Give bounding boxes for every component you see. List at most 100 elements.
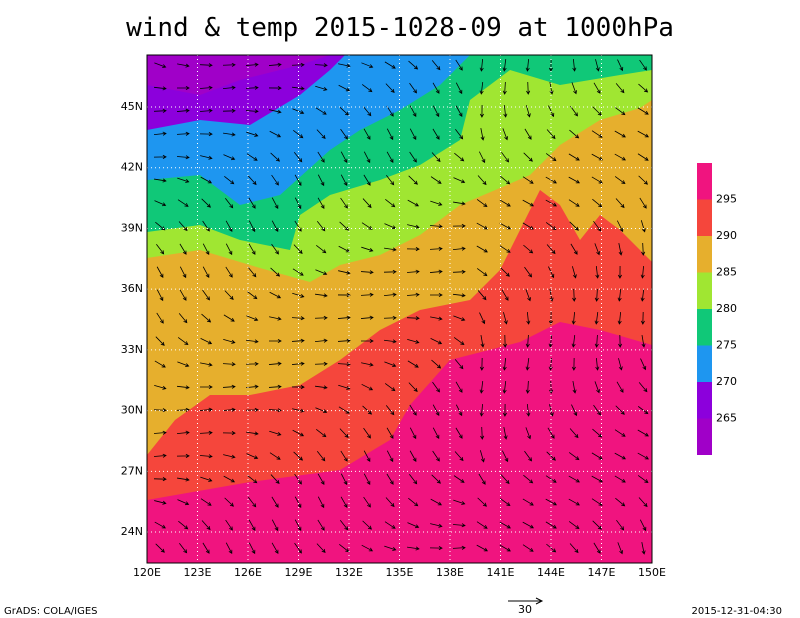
wind-arrow xyxy=(406,316,420,321)
wind-arrow xyxy=(291,338,305,343)
wind-arrow xyxy=(385,83,395,93)
wind-arrow xyxy=(156,266,164,278)
wind-arrow xyxy=(270,474,280,485)
wind-arrow xyxy=(223,475,236,483)
wind-arrow xyxy=(499,199,511,207)
wind-arrow xyxy=(614,452,626,460)
wind-arrow xyxy=(246,431,259,436)
wind-arrow xyxy=(524,128,532,140)
lon-tick-label: 132E xyxy=(335,566,363,579)
wind-arrow xyxy=(503,334,508,348)
footer-right: 2015-12-31-04:30 xyxy=(691,606,782,617)
wind-arrow xyxy=(595,59,600,72)
wind-arrow xyxy=(363,427,371,439)
wind-arrow xyxy=(292,429,305,437)
wind-arrow xyxy=(222,62,236,67)
wind-arrow xyxy=(614,429,626,437)
wind-arrow xyxy=(616,381,624,393)
wind-arrow xyxy=(502,81,507,95)
wind-arrow xyxy=(453,475,465,483)
wind-arrow xyxy=(525,427,532,440)
colorbar-segment xyxy=(697,236,712,273)
wind-arrow xyxy=(360,292,374,297)
wind-arrow xyxy=(199,384,213,390)
wind-arrow xyxy=(594,311,599,325)
wind-arrow xyxy=(546,129,556,140)
wind-arrow xyxy=(480,335,485,348)
wind-arrow xyxy=(432,450,440,462)
wind-arrow xyxy=(593,542,601,554)
wind-arrow xyxy=(269,291,282,299)
wind-arrow xyxy=(246,291,258,300)
wind-arrow xyxy=(338,384,351,390)
wind-arrow xyxy=(499,521,511,529)
wind-arrow xyxy=(594,381,600,394)
wind-arrow xyxy=(154,500,167,505)
wind-arrow xyxy=(202,289,210,301)
wind-arrow xyxy=(409,82,417,94)
wind-arrow xyxy=(408,497,419,507)
wind-arrow xyxy=(455,82,463,95)
lat-tick-label: 27N xyxy=(121,464,143,477)
wind-arrow xyxy=(499,245,511,253)
wind-arrow xyxy=(615,198,625,209)
wind-arrow xyxy=(430,200,443,206)
wind-arrow xyxy=(153,154,167,159)
wind-arrow xyxy=(176,131,190,136)
wind-arrow xyxy=(408,60,419,70)
wind-arrow xyxy=(618,334,623,348)
wind-arrow xyxy=(476,544,488,552)
wind-arrow xyxy=(293,244,303,255)
wind-arrow xyxy=(616,220,624,233)
wind-arrow xyxy=(452,223,466,228)
wind-arrow xyxy=(641,335,646,348)
wind-arrow xyxy=(429,546,443,551)
wind-arrow xyxy=(479,81,484,95)
wind-arrow xyxy=(386,473,394,485)
wind-arrow xyxy=(407,546,420,551)
wind-arrow xyxy=(386,105,394,117)
wind-arrow xyxy=(177,477,190,482)
wind-arrow xyxy=(177,177,190,183)
wind-arrow xyxy=(361,383,374,391)
wind-arrow xyxy=(248,243,256,255)
wind-arrow xyxy=(248,542,256,555)
wind-arrow xyxy=(268,62,282,67)
wind-arrow xyxy=(201,313,212,323)
wind-arrow xyxy=(500,175,511,185)
wind-arrow xyxy=(246,131,259,137)
wind-arrow xyxy=(317,174,325,187)
wind-arrow xyxy=(476,268,488,277)
wind-arrow xyxy=(525,357,530,371)
wind-arrow xyxy=(271,197,279,210)
wind-arrow xyxy=(153,430,167,435)
wind-arrow xyxy=(595,357,600,371)
wind-arrow xyxy=(614,153,626,161)
wind-arrow xyxy=(199,132,213,137)
wind-arrow xyxy=(522,521,534,529)
wind-arrow xyxy=(317,151,325,163)
lon-tick-label: 126E xyxy=(234,566,262,579)
wind-arrow xyxy=(572,58,577,72)
lat-tick-label: 24N xyxy=(121,525,143,538)
wind-arrow xyxy=(503,427,508,440)
wind-arrow xyxy=(616,519,625,531)
title: wind & temp 2015-1028-09 at 1000hPa xyxy=(126,13,674,43)
wind-arrow xyxy=(202,220,210,232)
colorbar-label: 270 xyxy=(716,375,737,388)
wind-arrow xyxy=(178,221,188,232)
wind-arrow xyxy=(176,155,190,160)
wind-arrow xyxy=(526,105,531,118)
wind-arrow xyxy=(360,270,374,275)
wind-arrow xyxy=(454,359,464,370)
wind-arrow xyxy=(200,337,213,345)
wind-arrow xyxy=(429,224,443,229)
wind-arrow xyxy=(455,404,463,417)
wind-arrow xyxy=(247,267,257,278)
wind-arrow xyxy=(248,519,256,531)
wind-arrow xyxy=(502,128,509,141)
wind-arrow xyxy=(199,430,213,435)
colorbar-label: 275 xyxy=(716,339,737,352)
wind-arrow xyxy=(453,337,465,346)
wind-arrow xyxy=(225,542,233,555)
